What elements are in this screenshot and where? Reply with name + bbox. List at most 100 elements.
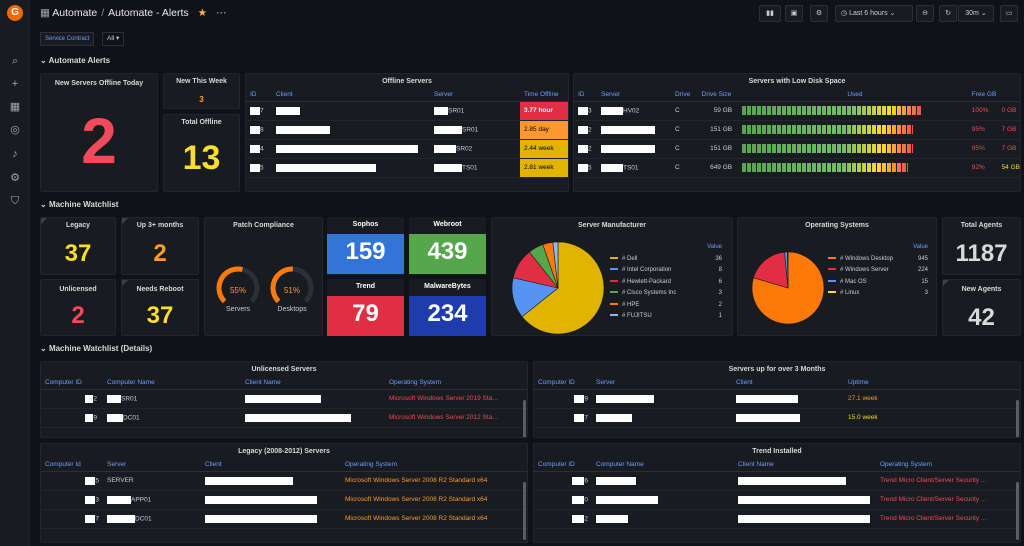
legend-item[interactable]: # Linux 3 bbox=[828, 288, 936, 300]
legend-item[interactable]: # Cisco Systems Inc 3 bbox=[610, 288, 730, 300]
breadcrumb-dashboard[interactable]: Automate - Alerts bbox=[108, 7, 189, 19]
cell-server: SR01 bbox=[462, 126, 479, 134]
column-header[interactable]: Client bbox=[272, 88, 430, 102]
column-header[interactable]: Operating System bbox=[385, 376, 527, 390]
column-header[interactable]: Server bbox=[597, 88, 672, 102]
pie-slice[interactable] bbox=[521, 241, 605, 335]
alerting-bell-icon[interactable]: ♪ bbox=[12, 148, 18, 160]
column-header[interactable]: Time Offline bbox=[520, 88, 568, 102]
table-row[interactable]: 8 SR01 2.85 day bbox=[246, 120, 568, 140]
legend-value: 6 bbox=[718, 278, 722, 285]
panel-unlicensed: Unlicensed 2 bbox=[40, 279, 116, 336]
scrollbar[interactable] bbox=[1016, 400, 1019, 437]
explore-icon[interactable]: ◎ bbox=[10, 124, 20, 136]
column-header[interactable]: Client Name bbox=[734, 458, 876, 472]
table-row[interactable]: 2 C 151 GB 95% 7 GB bbox=[574, 139, 1020, 159]
breadcrumb-folder[interactable]: Automate bbox=[52, 7, 98, 19]
legend-item[interactable]: # HPE 2 bbox=[610, 300, 730, 312]
column-header[interactable]: Computer ID bbox=[534, 376, 592, 390]
pie-slice[interactable] bbox=[753, 251, 789, 289]
stat-value: 13 bbox=[182, 139, 221, 177]
pie-slice[interactable] bbox=[787, 251, 789, 289]
pie-slice[interactable] bbox=[552, 241, 559, 289]
dashboards-icon[interactable]: ▦ bbox=[9, 101, 21, 113]
column-header[interactable]: Computer ID bbox=[534, 458, 592, 472]
legend-value: 15 bbox=[921, 278, 928, 285]
table-row[interactable]: 5 TS01 2.81 week bbox=[246, 158, 568, 178]
table-row[interactable]: 2 Trend Micro Client/Server Security ... bbox=[534, 509, 1020, 529]
legend-item[interactable]: # Dell 36 bbox=[610, 254, 730, 266]
column-header[interactable]: Computer ID bbox=[41, 376, 103, 390]
table-row[interactable]: 6 Trend Micro Client/Server Security ... bbox=[534, 471, 1020, 491]
column-header[interactable]: Drive bbox=[671, 88, 698, 102]
column-header[interactable]: ID bbox=[246, 88, 272, 102]
legend-item[interactable]: # Intel Corporation 8 bbox=[610, 265, 730, 277]
legend-item[interactable]: # Hewlett-Packard 6 bbox=[610, 277, 730, 289]
table-row[interactable]: 2 C 151 GB 95% 7 GB bbox=[574, 120, 1020, 140]
row-machine-watchlist[interactable]: ⌄ Machine Watchlist bbox=[40, 200, 119, 209]
table-row[interactable]: 7 SR01 3.77 hour bbox=[246, 101, 568, 121]
column-header[interactable]: Operating System bbox=[341, 458, 527, 472]
gear-icon[interactable]: ⚙ bbox=[10, 172, 20, 184]
legend-item[interactable]: # Windows Server 224 bbox=[828, 265, 936, 277]
cell-drive: C bbox=[671, 101, 698, 121]
search-icon[interactable]: ⌕ bbox=[11, 55, 19, 67]
column-header[interactable]: Computer Name bbox=[592, 458, 734, 472]
table-row[interactable]: 3 APP01 Microsoft Windows Server 2008 R2… bbox=[41, 490, 527, 510]
table-row[interactable]: 7 15.0 week bbox=[534, 408, 1020, 428]
column-header[interactable]: Client bbox=[732, 376, 844, 390]
time-picker-button[interactable]: ◷ Last 6 hours ⌄ bbox=[835, 5, 913, 22]
cell-used-pct: 92% bbox=[971, 164, 985, 171]
column-header[interactable]: Server bbox=[430, 88, 520, 102]
panel-title: Trend bbox=[355, 283, 376, 290]
settings-gear-icon[interactable]: ⚙ bbox=[810, 5, 828, 22]
table-row[interactable]: 3 HV02 C 59 GB 100% 0 GB bbox=[574, 101, 1020, 121]
stat-value: 3 bbox=[199, 95, 204, 104]
column-header[interactable]: Computer Name bbox=[103, 376, 241, 390]
column-header[interactable]: Used bbox=[738, 88, 968, 102]
column-header[interactable]: Free GB bbox=[967, 88, 1020, 102]
table-row[interactable]: 7 DC01 Microsoft Windows Server 2008 R2 … bbox=[41, 509, 527, 529]
shield-icon[interactable]: ⛉ bbox=[10, 195, 20, 207]
table-row[interactable]: 5 SERVER Microsoft Windows Server 2008 R… bbox=[41, 471, 527, 491]
share-icon[interactable]: ⋯ bbox=[215, 7, 227, 19]
tv-mode-icon[interactable]: ▭ bbox=[1000, 5, 1018, 22]
legend-value: 3 bbox=[718, 290, 722, 296]
legend-item[interactable]: # Windows Desktop 945 bbox=[828, 254, 936, 266]
column-header[interactable]: Operating System bbox=[876, 458, 1020, 472]
legend-item[interactable]: # Mac OS 15 bbox=[828, 277, 936, 289]
column-header[interactable]: Uptime bbox=[844, 376, 1020, 390]
table-row[interactable]: 4 SR02 2.44 week bbox=[246, 139, 568, 159]
gauge-value-servers: 55% bbox=[229, 286, 246, 295]
table-row[interactable]: 0 Trend Micro Client/Server Security ... bbox=[534, 490, 1020, 510]
star-icon[interactable]: ★ bbox=[197, 7, 208, 19]
column-header[interactable]: Client Name bbox=[241, 376, 385, 390]
column-header[interactable]: Drive Size bbox=[697, 88, 739, 102]
refresh-icon[interactable]: ↻ bbox=[939, 5, 957, 22]
service-contract-select[interactable]: All ▾ bbox=[102, 32, 125, 46]
patch-gauges bbox=[216, 266, 314, 304]
plus-icon[interactable]: + bbox=[11, 78, 19, 90]
column-header[interactable]: Client bbox=[201, 458, 341, 472]
column-header[interactable]: Server bbox=[103, 458, 201, 472]
row-automate-alerts[interactable]: ⌄ Automate Alerts bbox=[40, 56, 111, 65]
pie-slice[interactable] bbox=[751, 251, 825, 325]
table-row[interactable]: 5 TS01 C 649 GB 92% 54 GB bbox=[574, 158, 1020, 178]
cell-os: Trend Micro Client/Server Security ... bbox=[876, 509, 1020, 529]
scrollbar[interactable] bbox=[1016, 482, 1019, 540]
legend-item[interactable]: # FUJITSU 1 bbox=[610, 311, 730, 323]
table-row[interactable]: 2 SR01 Microsoft Windows Server 2019 Sta… bbox=[41, 389, 527, 409]
row-machine-watchlist-details[interactable]: ⌄ Machine Watchlist (Details) bbox=[40, 344, 153, 353]
table-row[interactable]: 9 DC01 Microsoft Windows Server 2012 Sta… bbox=[41, 408, 527, 428]
scrollbar[interactable] bbox=[523, 400, 526, 437]
column-header[interactable]: ID bbox=[574, 88, 597, 102]
refresh-interval-button[interactable]: 30m ⌄ bbox=[958, 5, 994, 22]
column-header[interactable]: Server bbox=[592, 376, 732, 390]
column-header[interactable]: Computer Id bbox=[41, 458, 103, 472]
add-panel-icon[interactable]: ▮▮ bbox=[759, 5, 781, 22]
zoom-out-icon[interactable]: ⊖ bbox=[916, 5, 934, 22]
save-icon[interactable]: ▣ bbox=[785, 5, 803, 22]
grafana-logo-icon[interactable]: G bbox=[7, 5, 23, 21]
table-row[interactable]: 9 27.1 week bbox=[534, 389, 1020, 409]
scrollbar[interactable] bbox=[523, 482, 526, 540]
